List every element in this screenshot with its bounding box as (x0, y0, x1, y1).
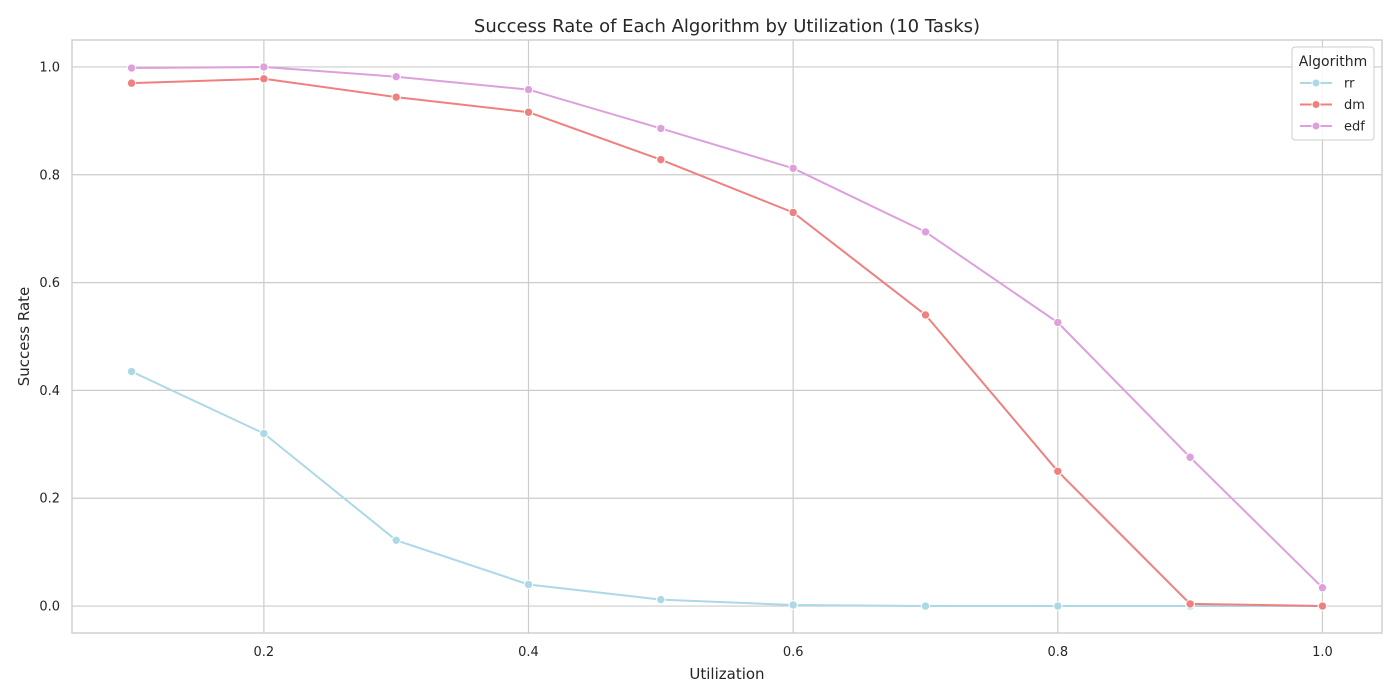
data-point-dm (391, 92, 401, 102)
series-line-rr (130, 370, 1324, 607)
data-point-rr (656, 594, 666, 605)
grid (72, 40, 1382, 633)
legend-title: Algorithm (1299, 54, 1368, 70)
tick-labels: 0.2 0.4 0.6 0.8 1.0 0.0 0.2 0.4 0.6 0.8 1.0 (39, 60, 1332, 660)
x-tick-label: 0.2 (254, 645, 275, 660)
legend-entries: rr dm edf (1300, 77, 1365, 135)
data-point-dm (788, 207, 798, 218)
data-point-rr (920, 601, 931, 611)
x-axis-label: Utilization (689, 665, 764, 683)
data-point-edf (788, 163, 798, 174)
series-line-edf (130, 66, 1324, 589)
legend-label-edf: edf (1344, 120, 1365, 135)
legend: Algorithm rr dm edf (1291, 46, 1375, 141)
data-point-edf (656, 123, 666, 134)
x-tick-label: 0.8 (1047, 645, 1068, 660)
y-tick-label: 0.0 (39, 600, 60, 615)
x-tick-label: 1.0 (1312, 645, 1333, 660)
series-line-dm (130, 77, 1324, 607)
data-point-rr (259, 428, 269, 439)
data-point-rr (523, 579, 534, 590)
y-tick-label: 0.8 (39, 168, 60, 183)
y-tick-label: 0.6 (39, 276, 60, 291)
data-point-dm (1185, 599, 1195, 609)
y-tick-label: 0.2 (39, 492, 60, 507)
data-point-dm (1053, 466, 1063, 476)
data-point-dm (1317, 601, 1328, 611)
data-point-edf (259, 62, 269, 72)
legend-swatch-marker-edf (1311, 121, 1321, 131)
legend-swatch-marker-dm (1311, 100, 1321, 109)
y-tick-label: 1.0 (39, 60, 60, 75)
x-tick-label: 0.4 (518, 645, 539, 660)
legend-box (1291, 46, 1375, 141)
data-point-edf (1185, 452, 1195, 462)
legend-label-dm: dm (1344, 98, 1365, 113)
y-tick-label: 0.4 (39, 384, 60, 399)
legend-swatch-marker-rr (1311, 78, 1321, 88)
data-point-dm (523, 107, 534, 117)
data-point-edf (920, 227, 931, 237)
data-points (126, 62, 1328, 611)
x-tick-label: 0.6 (783, 645, 804, 660)
data-point-rr (1053, 601, 1063, 611)
data-point-rr (788, 600, 798, 610)
data-point-dm (920, 310, 931, 320)
chart-title: Success Rate of Each Algorithm by Utiliz… (474, 16, 980, 37)
data-point-dm (259, 74, 269, 84)
data-point-edf (391, 71, 401, 82)
data-point-edf (1317, 583, 1328, 593)
data-point-dm (126, 78, 137, 88)
data-point-edf (523, 84, 534, 95)
data-point-rr (391, 535, 401, 545)
data-point-dm (656, 154, 666, 165)
data-point-edf (1053, 317, 1063, 328)
y-axis-label: Success Rate (15, 287, 33, 387)
data-point-rr (126, 366, 137, 377)
legend-label-rr: rr (1344, 77, 1355, 92)
series-lines (130, 66, 1324, 607)
data-point-edf (126, 63, 137, 73)
plot-frame (71, 39, 1383, 634)
